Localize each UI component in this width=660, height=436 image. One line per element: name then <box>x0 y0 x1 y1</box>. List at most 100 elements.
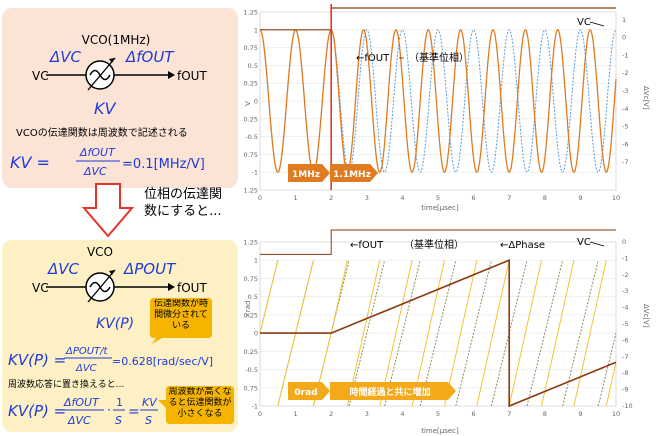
vc-input-label: VC <box>32 69 49 83</box>
x-tick: 10 <box>612 410 620 418</box>
arrow-1mhz: 1MHz <box>288 164 330 182</box>
y-tick-right: -10 <box>622 402 633 410</box>
x-tick: 10 <box>612 194 620 202</box>
y-tick-left: -0.25 <box>244 348 258 356</box>
gain-symbol: KV(P) <box>96 316 134 332</box>
formula2-rhs-denominator: S <box>145 414 152 427</box>
formula-lhs: KV = <box>10 153 50 172</box>
left-top-panel: VCO(1MHz) ΔVC ΔfOUT VC fOUT KV VCOの伝達関数は… <box>2 8 238 188</box>
formula2-numerator: ΔfOUT <box>63 396 100 409</box>
y-tick-left: 0.25 <box>244 311 258 319</box>
x-tick: 1 <box>294 194 298 202</box>
y-tick-left: 0.75 <box>244 275 258 283</box>
formula2-equals: = <box>128 404 140 420</box>
y-tick-right: -1 <box>622 254 628 262</box>
formula-value: =0.1[MHz/V] <box>122 157 205 172</box>
formula2-lhs: KV(P) = <box>8 402 66 420</box>
formula-denominator: ΔVC <box>83 165 107 178</box>
y-tick-right: -2 <box>622 69 628 77</box>
y-tick-left: 1 <box>254 257 258 265</box>
y-tick-right: -5 <box>622 123 628 131</box>
x-tick: 5 <box>436 194 440 202</box>
formula-numerator: ΔfOUT <box>79 146 116 159</box>
description-text: VCOの伝達関数は周波数で記述される <box>16 126 188 139</box>
legend-phase: ←ΔPhase <box>500 240 545 251</box>
x-tick: 6 <box>472 194 476 202</box>
x-tick: 0 <box>258 194 262 202</box>
y-tick-left: 0.75 <box>244 44 258 52</box>
top-waveform-chart: V ΔVc[V] time[μsec] 1.25 1 0.75 0.5 0.25 0 -0.… <box>244 4 650 212</box>
arrow-1mhz-text: 1MHz <box>292 170 320 180</box>
legend-ref: （基準位相） <box>409 51 469 64</box>
callout-derivative-text: 伝達関数が時間微分されている <box>153 299 208 331</box>
delta-fout-label: ΔfOUT <box>125 48 175 66</box>
ylabel-right: ΔVc[V] <box>642 86 650 110</box>
delta-pout-label: ΔPOUT <box>123 260 177 278</box>
bottom-phase-chart: ×rad ΔVc[V] time[μsec] 1.25 1 0.75 0.5 0.25 0… <box>244 229 650 435</box>
plot-area <box>259 241 617 407</box>
series-fout <box>259 29 617 174</box>
y-tick-left: 0.5 <box>248 293 258 301</box>
legend-fout: ←fOUT <box>350 240 384 251</box>
x-tick: 8 <box>543 410 547 418</box>
formula2-rhs-numerator: KV <box>142 396 158 409</box>
output-arrow-icon <box>168 71 175 79</box>
middle-arrow-text: 位相の伝達関数にすると... <box>144 187 223 219</box>
x-tick: 9 <box>578 194 582 202</box>
formula2-mid-numerator: 1 <box>116 396 123 409</box>
formula1-numerator: ΔPOUT/t <box>65 346 109 357</box>
y-tick-left: 0 <box>254 98 258 106</box>
delta-vc-label: ΔVC <box>47 260 80 278</box>
y-tick-right: -4 <box>622 304 628 312</box>
y-tick-right: -7 <box>622 353 628 361</box>
y-tick-right: -2 <box>622 271 628 279</box>
y-tick-right: -5 <box>622 320 628 328</box>
y-tick-right: 0 <box>622 34 626 42</box>
vc-arrow-icon <box>589 21 605 27</box>
arrow-1p1mhz: 1.1MHz <box>330 164 378 182</box>
y-tick-left: -1.25 <box>244 187 258 195</box>
left-bottom-panel: VCO ΔVC ΔPOUT VC fOUT KV(P) 伝達関数が時間微分されて… <box>2 240 238 432</box>
y-tick-left: 0.5 <box>248 62 258 70</box>
arrow-0rad-text: 0rad <box>294 388 317 398</box>
formula2-mid-denominator: S <box>115 414 122 427</box>
formula2-denominator: ΔVC <box>67 414 91 427</box>
y-tick-right: -3 <box>622 87 628 95</box>
y-tick-right: 0 <box>622 238 626 246</box>
callout-frequency-text: 周波数が高くなると伝達関数が小さくなる <box>168 387 232 419</box>
arrow-increase-text: 時間経過と共に増加 <box>349 386 430 398</box>
arrow-0rad: 0rad <box>288 382 330 400</box>
y-tick-right: -6 <box>622 336 628 344</box>
vc-arrow-icon <box>589 241 605 247</box>
series-vc <box>260 7 616 31</box>
legend-fout: ←fOUT <box>356 53 390 64</box>
x-tick: 2 <box>329 194 333 202</box>
y-tick-left: 1.25 <box>244 239 258 247</box>
vco-title: VCO(1MHz) <box>82 33 151 47</box>
xlabel: time[μsec] <box>421 204 459 212</box>
vco-title: VCO <box>87 245 113 259</box>
vc-label: VC <box>577 17 591 28</box>
formula1-value: =0.628[rad/sec/V] <box>112 355 213 368</box>
series-vc <box>260 229 616 255</box>
x-tick: 2 <box>329 410 333 418</box>
y-tick-right: -6 <box>622 140 628 148</box>
y-tick-left: -0.75 <box>244 151 258 159</box>
x-tick: 5 <box>436 410 440 418</box>
y-tick-right: 1 <box>622 16 626 24</box>
callout-frequency <box>158 386 234 424</box>
formula2-dot: · <box>107 403 111 417</box>
ylabel-left: V <box>244 101 252 106</box>
arrow-increase: 時間経過と共に増加 <box>330 382 456 400</box>
y-tick-left: -0.5 <box>245 366 258 374</box>
output-arrow-icon <box>168 283 175 291</box>
ylabel-left: ×rad <box>244 301 252 318</box>
vc-label: VC <box>577 237 591 248</box>
series-delta-phase <box>260 259 617 408</box>
y-tick-left: 0.25 <box>244 80 258 88</box>
x-tick: 7 <box>507 194 511 202</box>
x-tick: 1 <box>294 410 298 418</box>
x-tick: 3 <box>365 194 369 202</box>
xlabel: time[μsec] <box>421 427 459 435</box>
y-tick-right: -1 <box>622 51 628 59</box>
